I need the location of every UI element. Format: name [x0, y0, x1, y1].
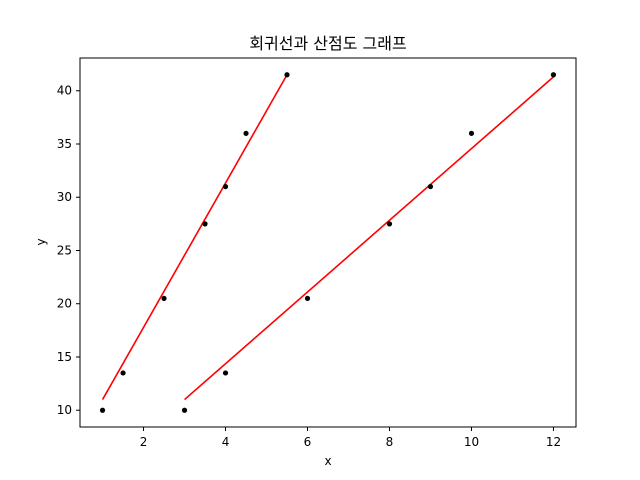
y-tick-label: 15: [57, 350, 72, 364]
y-tick-label: 40: [57, 84, 72, 98]
x-tick-label: 4: [222, 435, 230, 449]
regression-line-3: [184, 76, 554, 401]
data-point: [222, 370, 229, 376]
data-point: [99, 407, 106, 413]
data-point: [386, 221, 393, 227]
x-tick-label: 12: [546, 435, 561, 449]
data-point: [222, 183, 229, 190]
y-axis-label: y: [34, 238, 48, 245]
x-tick-label: 6: [304, 435, 312, 449]
data-point: [468, 130, 475, 136]
x-axis-label: x: [324, 454, 331, 468]
y-tick-label: 10: [57, 403, 72, 417]
data-point: [304, 295, 311, 302]
data-point: [120, 370, 126, 376]
data-point: [181, 407, 188, 413]
plot-frame: [79, 57, 577, 428]
plot-area: [99, 72, 557, 413]
chart-title: 회귀선과 산점도 그래프: [249, 34, 406, 53]
y-tick-label: 25: [57, 243, 72, 257]
data-point: [427, 183, 434, 190]
x-tick-label: 10: [464, 435, 479, 449]
data-point: [202, 221, 208, 227]
data-point: [284, 72, 290, 78]
y-axis: 10 15 20 25 30 35 40: [57, 84, 80, 417]
x-tick-label: 2: [140, 435, 148, 449]
y-tick-label: 20: [57, 297, 72, 311]
y-tick-label: 35: [57, 137, 72, 151]
data-point: [550, 72, 557, 78]
y-tick-label: 30: [57, 190, 72, 204]
data-point: [161, 295, 167, 302]
data-point: [243, 130, 249, 136]
x-axis: 2 4 6 8 10 12: [140, 427, 561, 449]
x-tick-label: 8: [386, 435, 394, 449]
regression-line-1: [101, 74, 288, 400]
